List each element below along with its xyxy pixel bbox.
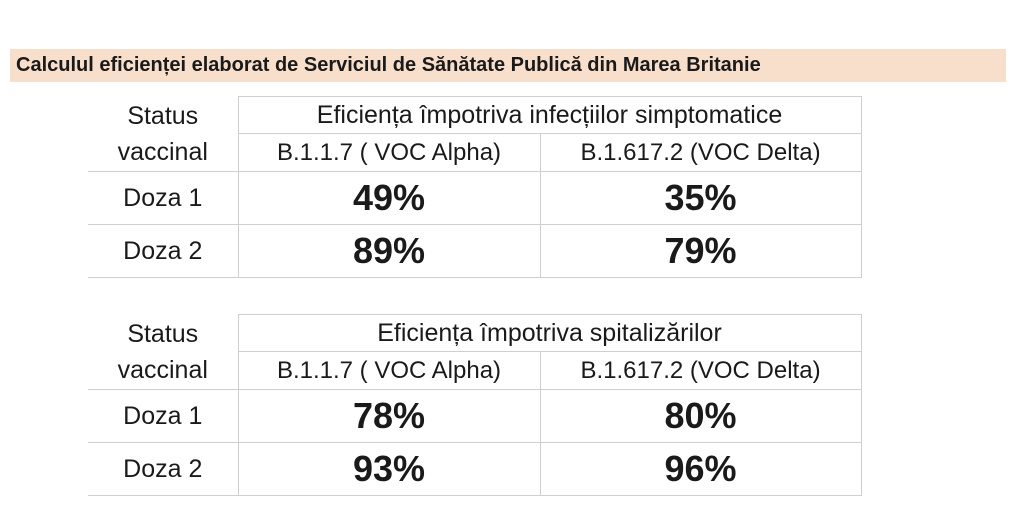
variant-alpha-header: B.1.1.7 ( VOC Alpha) [238, 133, 541, 172]
vaccinal-label: vaccinal [117, 137, 208, 166]
alpha-value: 89% [238, 224, 541, 278]
vaccinal-label: vaccinal [117, 355, 208, 384]
table-row: Doza 1 78% 80% [88, 389, 862, 443]
dose-label: Doza 1 [88, 389, 239, 443]
table-row: Doza 1 49% 35% [88, 171, 862, 225]
variant-alpha-header: B.1.1.7 ( VOC Alpha) [238, 351, 541, 390]
delta-value: 79% [540, 224, 862, 278]
alpha-value: 78% [238, 389, 541, 443]
dose-label: Doza 1 [88, 171, 239, 225]
status-label: Status [127, 101, 199, 130]
group-header: Eficiența împotriva infecțiilor simptoma… [238, 96, 862, 134]
table-row: Doza 2 93% 96% [88, 442, 862, 496]
variant-delta-header: B.1.617.2 (VOC Delta) [540, 133, 862, 172]
delta-value: 96% [540, 442, 862, 496]
group-header: Eficiența împotriva spitalizărilor [238, 314, 862, 352]
table-row: Doza 2 89% 79% [88, 224, 862, 278]
hospitalization-table: Status vaccinal Eficiența împotriva spit… [88, 314, 862, 496]
alpha-value: 49% [238, 171, 541, 225]
symptomatic-infection-table: Status vaccinal Eficiența împotriva infe… [88, 96, 862, 278]
status-header: Status vaccinal [88, 96, 239, 172]
status-header: Status vaccinal [88, 314, 239, 390]
delta-value: 35% [540, 171, 862, 225]
delta-value: 80% [540, 389, 862, 443]
alpha-value: 93% [238, 442, 541, 496]
variant-delta-header: B.1.617.2 (VOC Delta) [540, 351, 862, 390]
dose-label: Doza 2 [88, 442, 239, 496]
dose-label: Doza 2 [88, 224, 239, 278]
status-label: Status [127, 319, 199, 348]
page-title: Calculul eficienței elaborat de Serviciu… [10, 49, 1006, 82]
